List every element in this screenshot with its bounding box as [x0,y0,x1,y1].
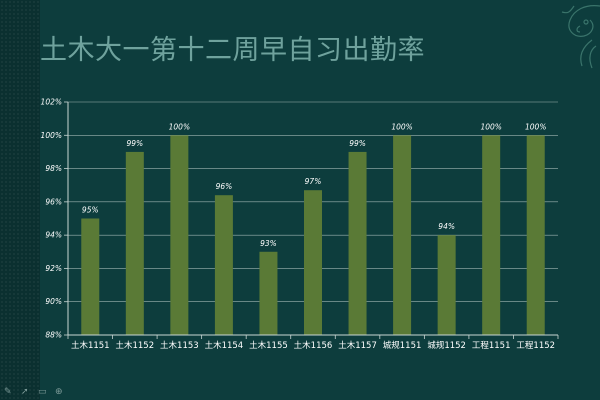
zoom-icon[interactable]: ⊕ [55,387,63,397]
grid-lines [68,101,558,303]
bar [125,151,144,335]
category-label: 土木1155 [249,340,288,351]
data-label: 99% [349,139,366,148]
category-label: 土木1151 [71,340,110,351]
data-label: 96% [216,182,233,191]
category-label: 土木1157 [338,340,377,351]
data-label: 100% [391,122,412,131]
slides-icon[interactable]: ▭ [38,387,47,397]
slideshow-toolbar: ✎ ➚ ▭ ⊕ [4,388,66,397]
y-tick-label: 90% [45,297,62,306]
data-label: 94% [438,222,455,231]
bar [437,235,456,335]
category-label: 土木1154 [205,340,244,351]
category-label: 工程1152 [516,341,555,351]
category-label: 土木1156 [294,340,333,351]
bar [482,135,501,335]
data-label: 100% [169,122,190,131]
category-label: 城规1152 [427,340,466,351]
y-tick-label: 98% [45,164,62,173]
y-axis-ticks: 88% 90% 92% 94% 96% 98% 100% 102% [41,98,68,340]
y-tick-label: 94% [45,231,62,240]
category-label: 城规1151 [383,340,422,351]
category-label: 土木1152 [115,340,154,351]
axes [67,102,558,336]
bar [259,251,278,335]
y-tick-label: 92% [45,264,62,273]
category-label: 工程1151 [472,341,511,351]
bar [214,195,233,335]
y-tick-label: 88% [45,331,62,340]
bar [526,135,545,335]
pointer-icon[interactable]: ➚ [21,387,29,397]
corner-dragon-ornament-icon [561,5,600,69]
y-tick-label: 96% [45,197,62,206]
bar [348,151,367,335]
category-label: 土木1153 [160,340,199,351]
slide-title: 土木大一第十二周早自习出勤率 [40,35,425,66]
pen-icon[interactable]: ✎ [4,387,12,397]
data-label: 100% [525,122,546,131]
bar [304,190,322,335]
y-tick-label: 102% [41,98,62,107]
data-label: 97% [305,177,322,186]
category-labels: 土木1151 土木1152 土木1153 土木1154 土木1155 土木1156 土木11… [67,335,559,351]
bars [81,135,545,335]
left-decorative-strip [0,0,40,400]
y-tick-label: 100% [41,131,62,140]
bar [81,218,100,335]
data-label: 100% [480,122,501,131]
bar [393,135,412,335]
data-label: 95% [82,206,99,215]
data-labels: 95% 99% 100% 96% 93% 97% 99% 100% 94% 100% 100% [82,122,547,248]
data-label: 93% [260,239,277,248]
bar [170,135,189,335]
data-label: 99% [126,139,143,148]
